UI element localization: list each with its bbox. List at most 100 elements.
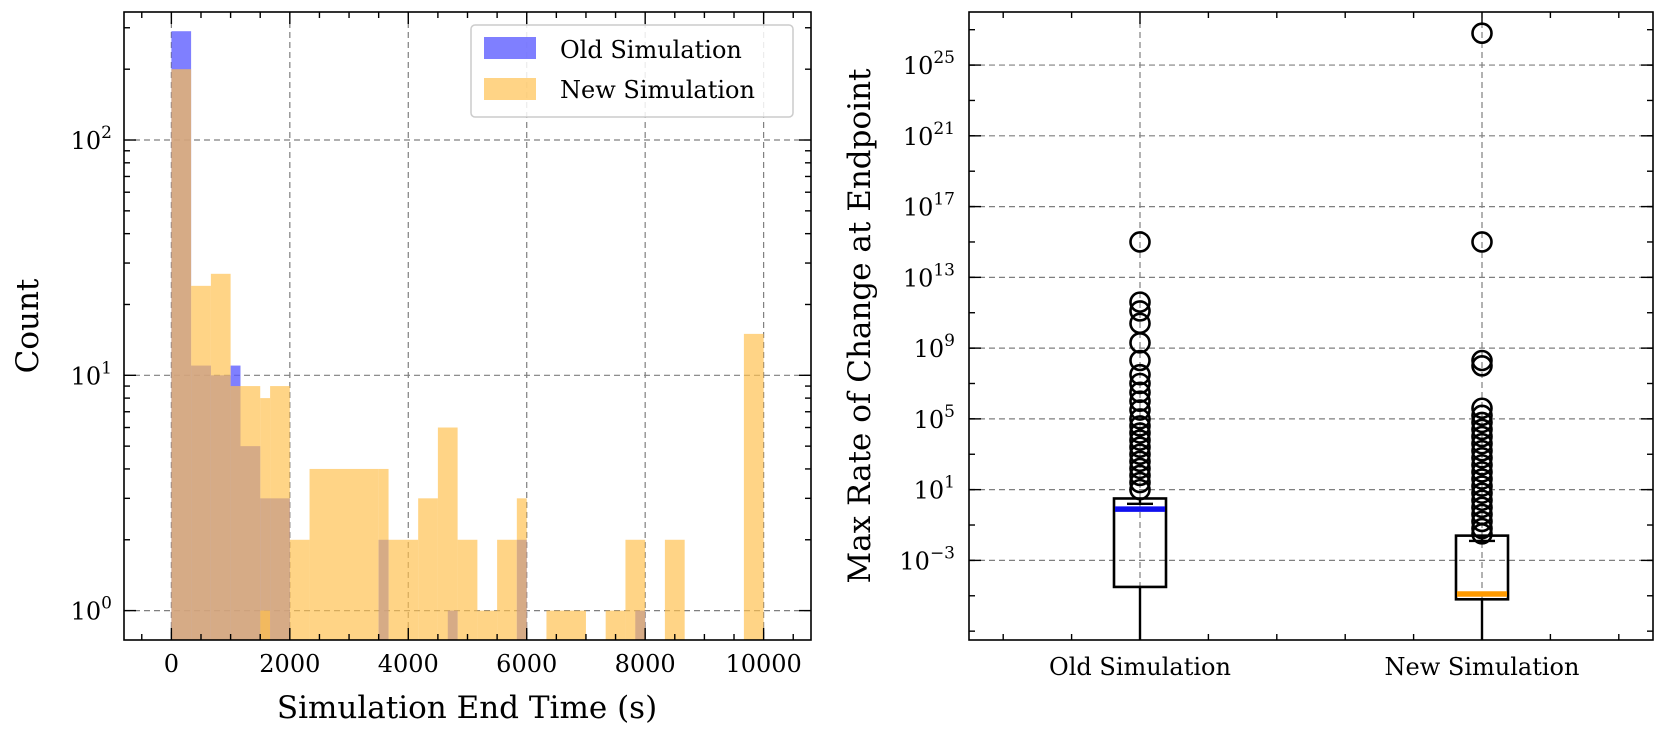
hist-x-tick-label: 6000 xyxy=(496,650,557,678)
box-y-tick-label: 109 xyxy=(914,331,955,363)
box-outlier xyxy=(1471,231,1493,253)
hist-bar-new xyxy=(388,539,419,640)
boxplot-y-axis-label: Max Rate of Change at Endpoint xyxy=(842,68,878,584)
legend-swatch-new-simulation xyxy=(484,78,536,100)
box-outlier xyxy=(1129,399,1151,421)
box-outlier xyxy=(1471,496,1493,519)
hist-bar-new xyxy=(497,539,517,640)
hist-bar-new xyxy=(191,285,211,640)
box-outlier xyxy=(1129,349,1151,372)
hist-bar-new xyxy=(270,386,290,640)
hist-bar-new xyxy=(171,69,192,640)
histogram-bars xyxy=(171,31,764,641)
box-outlier xyxy=(1129,464,1151,487)
box-x-tick-label: Old Simulation xyxy=(1049,653,1231,681)
box-outlier xyxy=(1129,429,1151,451)
hist-bar-new xyxy=(230,386,261,640)
hist-x-tick-label: 2000 xyxy=(259,650,320,678)
hist-bar-new xyxy=(309,468,379,640)
box-y-tick-label: 1017 xyxy=(903,190,955,222)
box-y-tick-label: 1013 xyxy=(903,260,955,292)
box-outlier xyxy=(1471,461,1493,483)
hist-bar-new xyxy=(418,498,438,640)
hist-y-tick-label: 102 xyxy=(71,123,112,155)
box-outlier xyxy=(1471,439,1493,462)
box-outlier xyxy=(1471,397,1493,420)
boxplot-panel: 10−3 101 105 109 1013 1017 1021 1025 Old Simulat… xyxy=(842,11,1654,681)
box-outlier xyxy=(1129,443,1151,466)
hist-bar-new xyxy=(210,273,231,640)
box-iqr xyxy=(1454,534,1510,601)
hist-bar-new xyxy=(260,610,271,640)
hist-y-tick-label: 100 xyxy=(71,594,112,626)
hist-bar-new xyxy=(477,610,498,640)
box-outlier xyxy=(1129,231,1151,253)
boxplot-grid xyxy=(969,12,1653,640)
box-outlier xyxy=(1129,436,1151,458)
box-outlier xyxy=(1471,425,1493,448)
legend-label-old-simulation: Old Simulation xyxy=(560,36,742,64)
box-outlier xyxy=(1471,418,1493,441)
box-outlier xyxy=(1471,517,1493,540)
legend-swatch-old-simulation xyxy=(484,37,536,59)
hist-bar-new xyxy=(289,539,310,640)
box-outlier xyxy=(1129,471,1151,494)
box-y-tick-label: 105 xyxy=(914,402,955,434)
hist-x-tick-label: 8000 xyxy=(615,650,676,678)
hist-y-tick-label: 101 xyxy=(71,358,112,390)
box-outlier xyxy=(1129,478,1151,501)
box-outlier xyxy=(1129,408,1151,430)
histogram-legend: Old Simulation New Simulation xyxy=(470,24,794,118)
box-outlier xyxy=(1471,475,1493,497)
box-y-tick-label: 1025 xyxy=(903,48,955,80)
histogram-y-axis-label: Count xyxy=(10,278,46,373)
box-x-tick-label: New Simulation xyxy=(1385,653,1580,681)
box-outlier xyxy=(1471,523,1493,545)
box-outlier xyxy=(1471,349,1493,372)
box-outlier xyxy=(1129,332,1151,354)
boxplot-marks xyxy=(1112,22,1510,640)
box-outlier xyxy=(1129,415,1151,437)
box-outlier xyxy=(1471,510,1493,533)
box-y-tick-label: 1021 xyxy=(903,119,955,151)
box-outlier xyxy=(1129,300,1151,322)
hist-bar-new xyxy=(457,539,478,640)
hist-x-tick-label: 10000 xyxy=(725,650,801,678)
box-outlier xyxy=(1471,468,1493,490)
box-outlier xyxy=(1129,390,1151,412)
box-outlier xyxy=(1471,404,1493,427)
box-outlier xyxy=(1129,291,1151,313)
hist-bar-new xyxy=(605,610,626,640)
box-outlier xyxy=(1471,489,1493,512)
box-outlier xyxy=(1471,355,1493,377)
box-outlier xyxy=(1471,482,1493,504)
hist-bar-new xyxy=(437,427,458,640)
box-outlier xyxy=(1129,450,1151,473)
histogram-x-axis-label: Simulation End Time (s) xyxy=(277,690,657,726)
box-outlier xyxy=(1471,454,1493,476)
hist-x-tick-label: 0 xyxy=(164,650,179,678)
hist-bar-new xyxy=(378,468,389,640)
hist-x-tick-label: 4000 xyxy=(378,650,439,678)
hist-bar-new xyxy=(260,398,271,640)
histogram-panel: 0 2000 4000 6000 8000 10000 100 101 102 Simulati… xyxy=(10,11,812,726)
box-outlier xyxy=(1129,372,1151,395)
box-outlier xyxy=(1129,363,1151,386)
hist-bar-new xyxy=(516,498,527,640)
box-outlier xyxy=(1129,381,1151,404)
box-y-tick-label: 101 xyxy=(914,473,955,505)
hist-bar-new xyxy=(664,539,685,640)
box-outlier xyxy=(1471,411,1493,434)
box-outlier xyxy=(1129,457,1151,480)
hist-bar-new xyxy=(625,539,646,640)
legend-label-new-simulation: New Simulation xyxy=(560,76,755,104)
hist-bar-new xyxy=(743,333,764,640)
box-y-tick-label: 10−3 xyxy=(899,543,955,575)
box-outlier xyxy=(1471,446,1493,469)
histogram-ticks: 0 2000 4000 6000 8000 10000 100 101 102 xyxy=(71,12,811,678)
boxplot-frame xyxy=(968,11,1654,641)
legend-frame xyxy=(470,24,794,118)
box-outlier xyxy=(1471,432,1493,455)
box-outlier xyxy=(1129,422,1151,444)
